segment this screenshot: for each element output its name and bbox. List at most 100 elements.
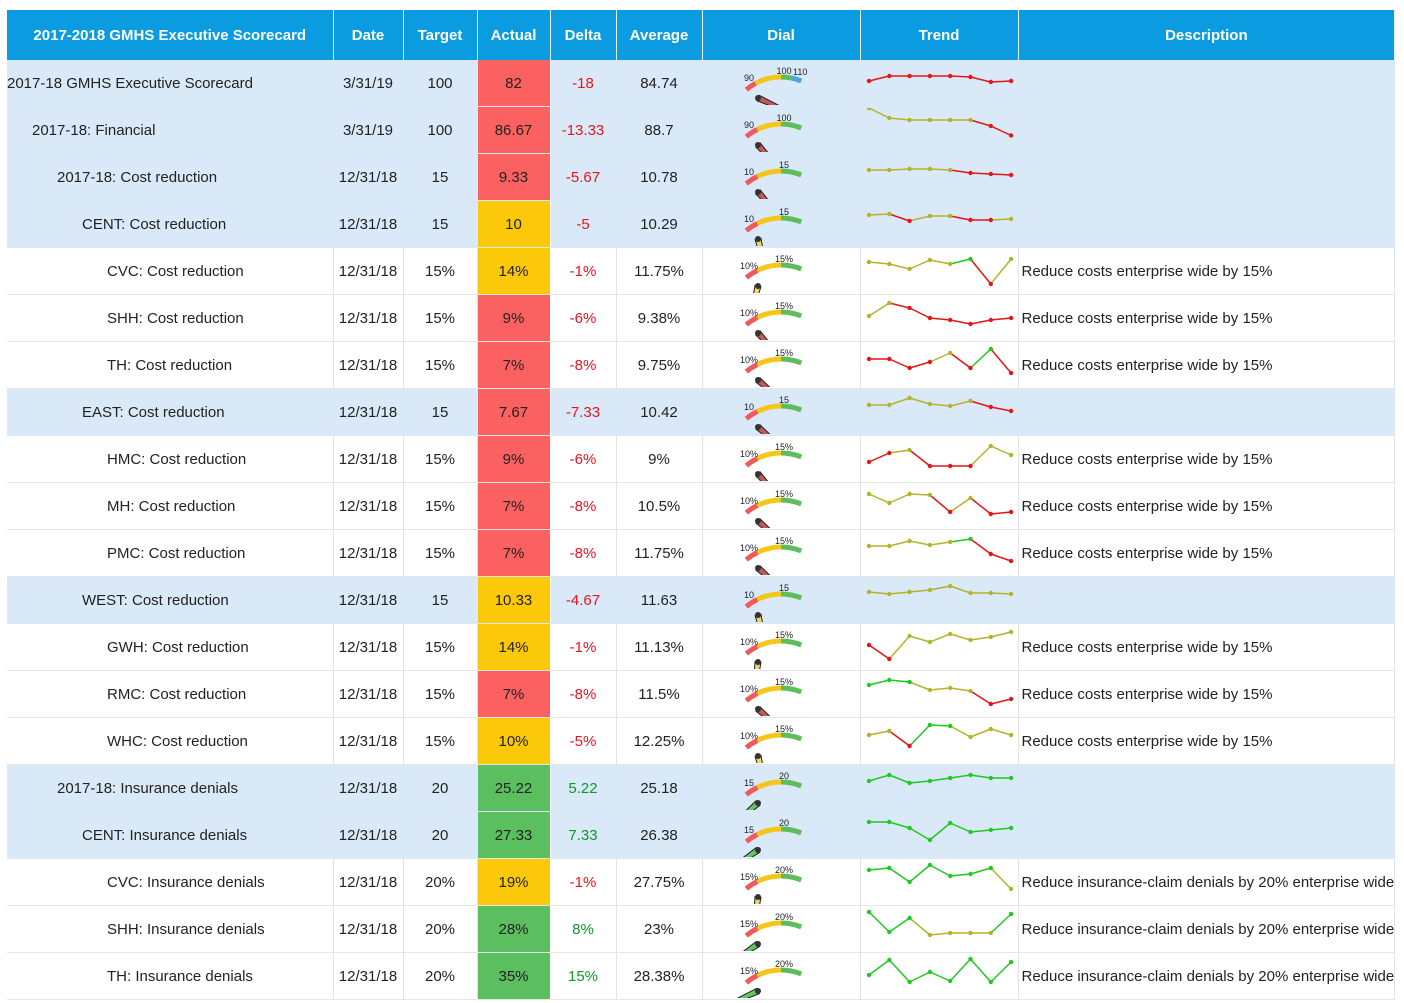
dial-yellow-band <box>755 591 781 602</box>
header-date[interactable]: Date <box>333 10 404 60</box>
trend-point <box>1008 216 1013 222</box>
delta-cell: -5 <box>550 200 617 248</box>
trend-point <box>866 543 871 549</box>
dial-cell: 10% 15% <box>702 435 861 483</box>
trend-segment <box>990 218 1011 221</box>
metric-name[interactable]: CVC: Cost reduction <box>7 247 334 295</box>
metric-name[interactable]: GWH: Cost reduction <box>7 623 334 671</box>
trend-cell <box>860 247 1019 295</box>
metric-name[interactable]: 2017-18: Insurance denials <box>7 764 334 812</box>
date-cell: 12/31/18 <box>333 200 404 248</box>
scorecard-row[interactable]: SHH: Insurance denials 12/31/18 20% 28% 8% 23… <box>7 905 1396 953</box>
actual-cell: 86.67 <box>477 106 551 154</box>
header-dial[interactable]: Dial <box>702 10 861 60</box>
scorecard-row[interactable]: PMC: Cost reduction 12/31/18 15% 7% -8% 11.75… <box>7 529 1396 577</box>
metric-name[interactable]: RMC: Cost reduction <box>7 670 334 718</box>
scorecard-row[interactable]: 2017-18: Cost reduction 12/31/18 15 9.33 -5.… <box>7 153 1396 201</box>
metric-name[interactable]: WHC: Cost reduction <box>7 717 334 765</box>
scorecard-row[interactable]: CVC: Cost reduction 12/31/18 15% 14% -1% 11.7… <box>7 247 1396 295</box>
scorecard-row[interactable]: 2017-18: Financial 3/31/19 100 86.67 -13.33 8… <box>7 106 1396 154</box>
trend-segment <box>868 867 889 871</box>
dial-cell: 10 15 <box>702 153 861 201</box>
description-cell: Reduce costs enterprise wide by 15% <box>1018 341 1396 389</box>
trend-segment <box>888 917 910 933</box>
dial-red-band <box>744 550 758 562</box>
dial-tick-label: 10 <box>743 590 753 600</box>
metric-name[interactable]: MH: Cost reduction <box>7 482 334 530</box>
header-description[interactable]: Description <box>1018 10 1396 60</box>
trend-sparkline <box>866 956 1013 985</box>
dial-tick-label: 20% <box>774 865 792 875</box>
scorecard-row[interactable]: TH: Insurance denials 12/31/18 20% 35% 15% 28… <box>7 952 1396 1000</box>
dial-tick-label: 15% <box>739 872 757 882</box>
trend-segment <box>868 75 889 82</box>
trend-point <box>1008 959 1013 965</box>
scorecard-row[interactable]: WEST: Cost reduction 12/31/18 15 10.33 -4.67… <box>7 576 1396 624</box>
metric-name[interactable]: CENT: Insurance denials <box>7 811 334 859</box>
scorecard-row[interactable]: GWH: Cost reduction 12/31/18 15% 14% -1% 11.1… <box>7 623 1396 671</box>
scorecard-row[interactable]: HMC: Cost reduction 12/31/18 15% 9% -6% 9% 10%… <box>7 435 1396 483</box>
scorecard-row[interactable]: CENT: Insurance denials 12/31/18 20 27.33 7.… <box>7 811 1396 859</box>
header-average[interactable]: Average <box>616 10 703 60</box>
scorecard-row[interactable]: MH: Cost reduction 12/31/18 15% 7% -8% 10.5% 1… <box>7 482 1396 530</box>
header-trend[interactable]: Trend <box>860 10 1019 60</box>
header-actual[interactable]: Actual <box>477 10 551 60</box>
dial-needle <box>754 471 768 481</box>
metric-name[interactable]: HMC: Cost reduction <box>7 435 334 483</box>
metric-name[interactable]: TH: Insurance denials <box>7 952 334 1000</box>
dial-tick-label: 20 <box>778 818 788 828</box>
trend-segment <box>990 698 1011 705</box>
trend-point <box>927 778 932 784</box>
metric-name[interactable]: 2017-18: Cost reduction <box>7 153 334 201</box>
delta-cell: -1% <box>550 858 617 906</box>
header-delta[interactable]: Delta <box>550 10 617 60</box>
metric-name[interactable]: TH: Cost reduction <box>7 341 334 389</box>
average-cell: 9% <box>616 435 703 483</box>
trend-segment <box>990 827 1011 831</box>
trend-point <box>927 932 932 938</box>
metric-name[interactable]: CVC: Insurance denials <box>7 858 334 906</box>
scorecard-row[interactable]: CVC: Insurance denials 12/31/18 20% 19% -1% 2… <box>7 858 1396 906</box>
header-target[interactable]: Target <box>403 10 478 60</box>
dial-gauge: 15% 20% <box>739 912 802 951</box>
trend-sparkline <box>866 346 1013 376</box>
dial-green-band <box>780 121 802 131</box>
dial-hub <box>754 659 761 665</box>
trend-point <box>886 211 891 217</box>
scorecard-row[interactable]: TH: Cost reduction 12/31/18 15% 7% -8% 9.75% 1… <box>7 341 1396 389</box>
metric-name[interactable]: WEST: Cost reduction <box>7 576 334 624</box>
metric-name[interactable]: SHH: Insurance denials <box>7 905 334 953</box>
metric-name[interactable]: PMC: Cost reduction <box>7 529 334 577</box>
scorecard-row[interactable]: SHH: Cost reduction 12/31/18 15% 9% -6% 9.38%… <box>7 294 1396 342</box>
scorecard-row[interactable]: 2017-18 GMHS Executive Scorecard 3/31/19 1… <box>7 60 1396 107</box>
description-cell <box>1018 200 1396 248</box>
scorecard-row[interactable]: CENT: Cost reduction 12/31/18 15 10 -5 10.29 1… <box>7 200 1396 248</box>
metric-name[interactable]: CENT: Cost reduction <box>7 200 334 248</box>
trend-point <box>1008 78 1013 84</box>
trend-point <box>1008 370 1013 376</box>
trend-segment <box>868 108 890 119</box>
trend-point <box>866 402 871 408</box>
trend-point <box>886 356 891 362</box>
delta-cell: 8% <box>550 905 617 953</box>
scorecard-row[interactable]: WHC: Cost reduction 12/31/18 15% 10% -5% 12.2… <box>7 717 1396 765</box>
scorecard-row[interactable]: RMC: Cost reduction 12/31/18 15% 7% -8% 11.5%… <box>7 670 1396 718</box>
scorecard-row[interactable]: EAST: Cost reduction 12/31/18 15 7.67 -7.33 1… <box>7 388 1396 436</box>
actual-cell: 7% <box>477 529 551 577</box>
date-cell: 12/31/18 <box>333 952 404 1000</box>
trend-segment <box>969 445 991 467</box>
scorecard-row[interactable]: 2017-18: Insurance denials 12/31/18 20 25.2… <box>7 764 1396 812</box>
header-scorecard[interactable]: 2017-2018 GMHS Executive Scorecard <box>7 10 334 60</box>
dial-green-band <box>780 873 802 883</box>
trend-segment <box>949 497 971 513</box>
dial-hub <box>754 189 761 195</box>
metric-name[interactable]: SHH: Cost reduction <box>7 294 334 342</box>
metric-name[interactable]: 2017-18: Financial <box>7 106 334 154</box>
metric-name[interactable]: 2017-18 GMHS Executive Scorecard <box>7 60 334 107</box>
trend-segment <box>908 307 930 319</box>
trend-point <box>886 261 891 267</box>
trend-point <box>866 778 871 784</box>
trend-segment <box>868 730 889 736</box>
trend-cell <box>860 200 1019 248</box>
metric-name[interactable]: EAST: Cost reduction <box>7 388 334 436</box>
